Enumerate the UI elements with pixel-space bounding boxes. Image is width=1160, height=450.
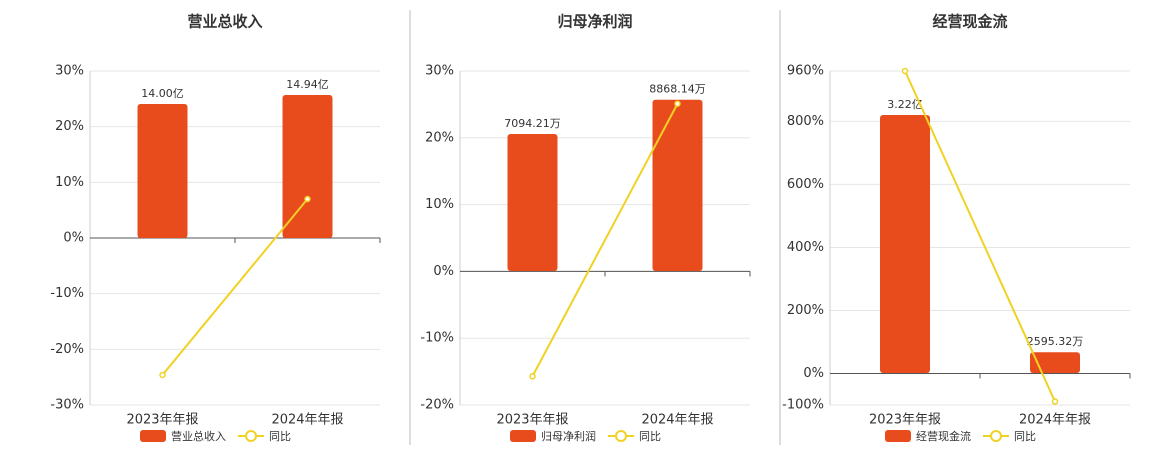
chart-title: 经营现金流 xyxy=(932,13,1007,31)
x-tick-label: 2023年年报 xyxy=(496,413,568,428)
y-tick-label: 30% xyxy=(55,64,84,79)
legend-label: 同比 xyxy=(1014,430,1036,443)
line xyxy=(531,103,679,377)
line-point xyxy=(304,195,311,203)
bar xyxy=(282,95,333,238)
x-tick-label: 2024年年报 xyxy=(641,413,713,428)
legend-swatch xyxy=(990,430,1002,442)
chart-title: 归母净利润 xyxy=(557,13,632,31)
y-tick-label: 10% xyxy=(55,175,84,190)
y-tick-label: 0% xyxy=(803,366,824,381)
y-tick-label: 20% xyxy=(425,130,454,145)
y-tick-label: -20% xyxy=(50,342,84,357)
legend-swatch xyxy=(885,430,911,442)
y-tick-label: -10% xyxy=(420,331,454,346)
legend-label: 经营现金流 xyxy=(916,429,971,443)
y-tick-label: 200% xyxy=(787,303,824,318)
y-tick-label: 800% xyxy=(787,114,824,129)
bar xyxy=(880,114,930,373)
legend-swatch xyxy=(245,430,257,442)
legend-label: 营业总收入 xyxy=(171,429,226,443)
value-label: 7094.21万 xyxy=(504,117,561,130)
bar xyxy=(1030,352,1080,373)
legend-swatch xyxy=(615,430,627,442)
x-tick-label: 2024年年报 xyxy=(1019,413,1091,428)
bar xyxy=(507,133,558,271)
value-label: 14.94亿 xyxy=(286,78,329,91)
chart-title: 营业总收入 xyxy=(187,13,262,31)
value-label: 8868.14万 xyxy=(649,83,706,96)
bar xyxy=(137,104,188,239)
y-tick-label: -10% xyxy=(50,286,84,301)
line-point xyxy=(159,371,166,379)
y-tick-label: -30% xyxy=(50,398,84,413)
line-point xyxy=(1051,398,1059,405)
y-tick-label: 400% xyxy=(787,240,824,255)
line-point xyxy=(674,100,681,107)
value-label: 14.00亿 xyxy=(141,87,184,100)
legend-label: 同比 xyxy=(639,430,661,443)
line-point xyxy=(901,67,909,75)
y-tick-label: 20% xyxy=(55,119,84,134)
x-tick-label: 2024年年报 xyxy=(271,413,343,428)
line xyxy=(904,70,1056,402)
y-tick-label: 0% xyxy=(63,231,84,246)
line xyxy=(161,198,309,376)
y-tick-label: 600% xyxy=(787,177,824,192)
y-tick-label: -100% xyxy=(782,398,824,413)
legend-label: 同比 xyxy=(269,430,291,443)
x-tick-label: 2023年年报 xyxy=(126,413,198,428)
line-point xyxy=(529,373,536,380)
y-tick-label: 0% xyxy=(433,264,454,279)
legend-swatch xyxy=(140,430,166,442)
legend-swatch xyxy=(510,430,536,442)
bar xyxy=(652,99,703,271)
value-label: 2595.32万 xyxy=(1027,335,1084,348)
legend-label: 归母净利润 xyxy=(541,429,596,443)
y-tick-label: 30% xyxy=(425,64,454,79)
value-label: 3.22亿 xyxy=(887,98,923,111)
y-tick-label: 10% xyxy=(425,197,454,212)
x-tick-label: 2023年年报 xyxy=(869,413,941,428)
y-tick-label: 960% xyxy=(787,64,824,79)
y-tick-label: -20% xyxy=(420,398,454,413)
